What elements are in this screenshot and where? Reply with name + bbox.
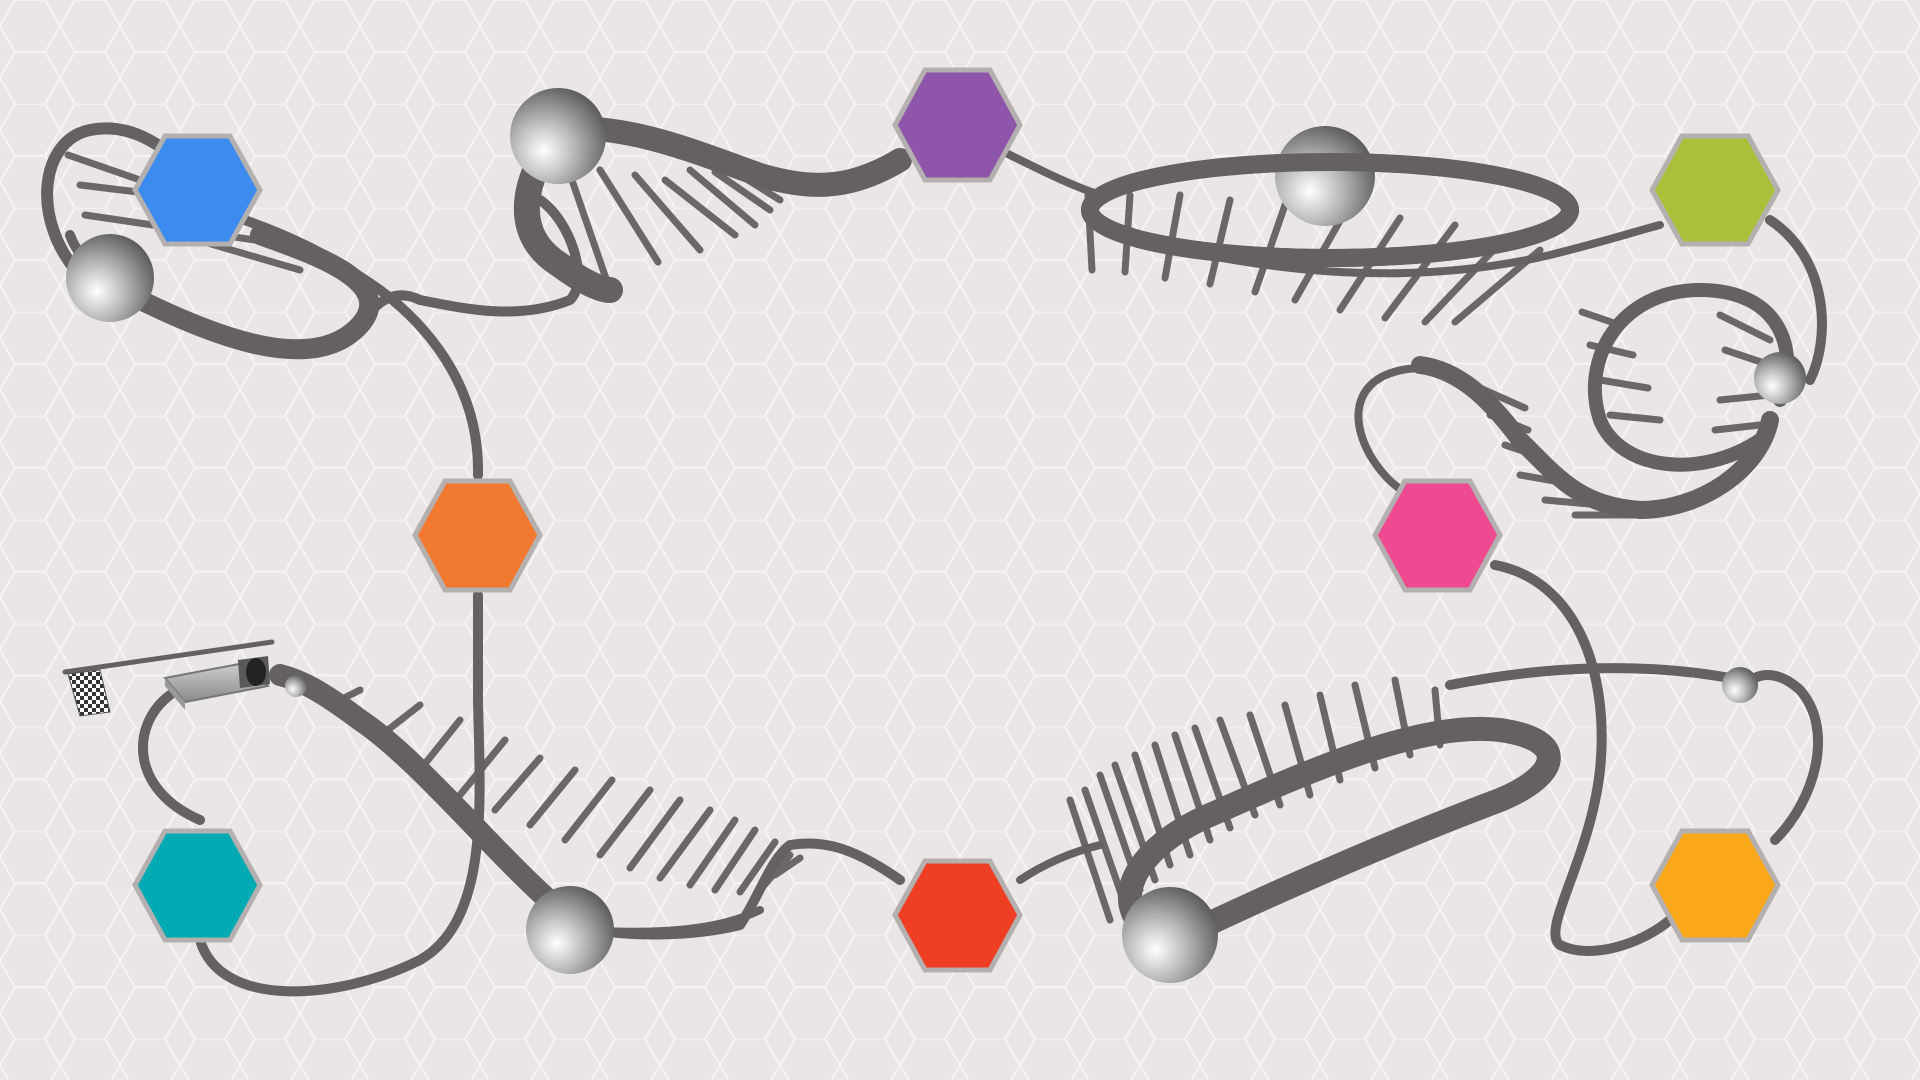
- steel-ball-icon: [1122, 887, 1218, 983]
- hex-nodes: [132, 67, 1781, 973]
- hex-node-orange[interactable]: [412, 478, 543, 593]
- checkered-flag-icon: [62, 639, 275, 717]
- hex-node-amber[interactable]: [1649, 828, 1781, 943]
- steel-ball-icon: [526, 886, 614, 974]
- hex-node-blue[interactable]: [132, 133, 263, 247]
- ellipse-front: [1081, 153, 1579, 267]
- steel-ball-icon: [510, 88, 606, 184]
- hex-node-purple[interactable]: [892, 67, 1023, 183]
- hex-node-pink[interactable]: [1372, 478, 1503, 593]
- steel-ball-icon: [1275, 126, 1375, 226]
- launch-tunnel-icon: [163, 656, 270, 710]
- steel-ball-icon: [1754, 352, 1806, 404]
- steel-ball-icon: [285, 675, 307, 697]
- hex-node-lime[interactable]: [1649, 133, 1781, 247]
- steel-balls: [66, 88, 1806, 983]
- steel-ball-icon: [66, 234, 154, 322]
- hex-node-red[interactable]: [892, 858, 1023, 973]
- hex-node-teal[interactable]: [132, 828, 263, 943]
- steel-ball-icon: [1722, 667, 1758, 703]
